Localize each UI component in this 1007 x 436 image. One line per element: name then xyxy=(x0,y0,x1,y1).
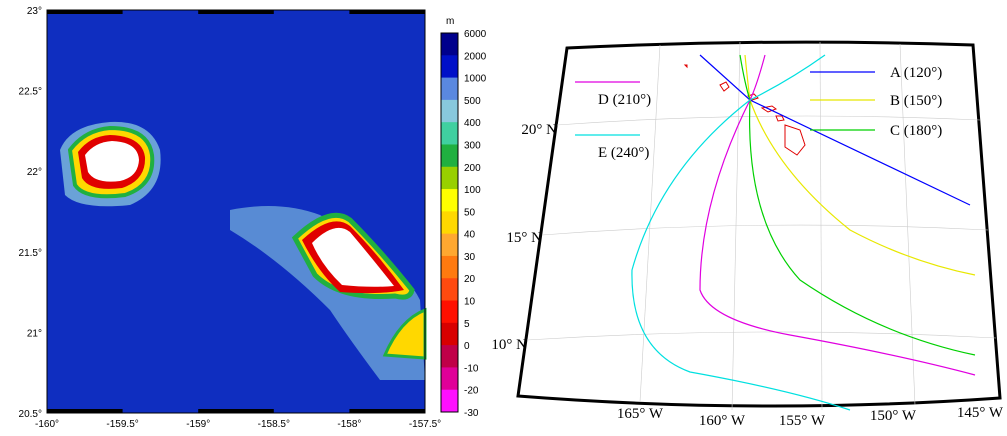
colorbar-swatch xyxy=(441,278,458,302)
colorbar-swatch xyxy=(441,33,458,56)
y-tick-label: 21° xyxy=(27,328,42,339)
colorbar-swatch xyxy=(441,166,458,190)
lat-label: 20° N xyxy=(521,122,557,138)
x-tick-label: -159.5° xyxy=(106,419,138,430)
map-frame xyxy=(516,40,1002,408)
lat-label: 10° N xyxy=(491,337,527,353)
lat-label: 15° N xyxy=(506,230,542,246)
colorbar-swatch xyxy=(441,367,458,391)
lon-label: 160° W xyxy=(699,413,746,429)
colorbar-frame xyxy=(440,32,459,413)
colorbar-swatch xyxy=(441,322,458,346)
hawaii-coastline xyxy=(683,64,806,156)
colorbar-label: 40 xyxy=(464,230,476,241)
graticule xyxy=(526,41,997,411)
colorbar-label: 400 xyxy=(464,118,481,129)
legend-label: E (240°) xyxy=(598,145,649,161)
colorbar-label: 300 xyxy=(464,140,481,151)
frame-ticks xyxy=(198,10,274,14)
colorbar-label: 6000 xyxy=(464,29,487,40)
colorbar-swatch xyxy=(441,122,458,145)
colorbar-label: 2000 xyxy=(464,51,487,62)
colorbar-label: 500 xyxy=(464,96,481,107)
colorbar-label: 10 xyxy=(464,297,476,308)
y-tick-label: 22° xyxy=(27,167,42,178)
legend-label: A (120°) xyxy=(890,65,942,81)
x-tick-label: -158° xyxy=(337,419,361,430)
frame-ticks xyxy=(47,10,123,14)
y-tick-label: 23° xyxy=(27,6,42,17)
colorbar-swatch xyxy=(441,55,458,79)
colorbar-label: -30 xyxy=(464,408,479,419)
x-tick-label: -158.5° xyxy=(258,419,290,430)
legend-label: C (180°) xyxy=(890,123,942,139)
colorbar-label: 100 xyxy=(464,185,481,196)
lon-label: 150° W xyxy=(870,408,917,424)
colorbar-swatch xyxy=(441,77,458,101)
colorbar-label: 0 xyxy=(464,341,470,352)
bearing-curve xyxy=(739,54,976,356)
colorbar-swatch xyxy=(441,99,458,123)
frame-ticks xyxy=(349,409,425,413)
y-tick-label: 22.5° xyxy=(19,87,42,98)
x-tick-label: -160° xyxy=(35,419,59,430)
colorbar-swatch xyxy=(441,189,458,212)
frame-ticks xyxy=(47,409,123,413)
colorbar-unit: m xyxy=(446,16,454,27)
colorbar-label: 1000 xyxy=(464,74,487,85)
colorbar-swatch xyxy=(441,255,458,279)
colorbar-swatch xyxy=(441,233,458,257)
colorbar-label: 5 xyxy=(464,319,470,330)
frame-ticks xyxy=(198,409,274,413)
colorbar-label: -20 xyxy=(464,386,479,397)
bearing-curve xyxy=(631,54,851,411)
x-tick-label: -157.5° xyxy=(409,419,441,430)
colorbar-swatch xyxy=(441,300,458,324)
y-tick-label: 20.5° xyxy=(19,409,42,420)
colorbar-label: 200 xyxy=(464,163,481,174)
lon-label: 145° W xyxy=(957,405,1004,421)
lon-label: 165° W xyxy=(617,406,664,422)
colorbar-swatch xyxy=(441,389,458,413)
frame-ticks xyxy=(349,10,425,14)
colorbar-label: -10 xyxy=(464,363,479,374)
legend-label: B (150°) xyxy=(890,93,942,109)
legend-label: D (210°) xyxy=(598,92,651,108)
colorbar-label: 20 xyxy=(464,274,476,285)
y-tick-label: 21.5° xyxy=(19,248,42,259)
islands xyxy=(60,121,427,380)
colorbar-label: 50 xyxy=(464,207,476,218)
colorbar-swatch xyxy=(441,211,458,235)
lon-label: 155° W xyxy=(779,413,826,429)
bearing-curve xyxy=(744,54,976,276)
colorbar-label: 30 xyxy=(464,252,476,263)
x-tick-label: -159° xyxy=(186,419,210,430)
colorbar-swatch xyxy=(441,144,458,168)
colorbar-swatch xyxy=(441,345,458,368)
